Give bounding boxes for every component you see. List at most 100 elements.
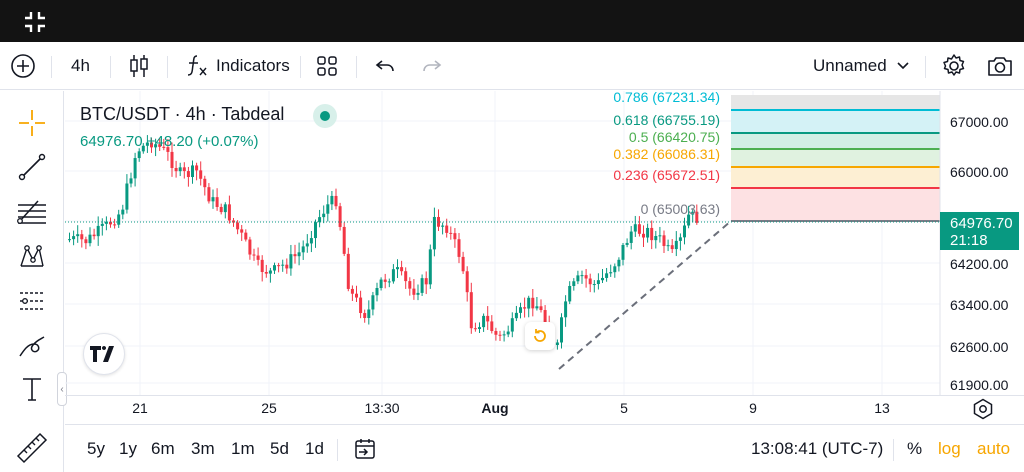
range-button-1y[interactable]: 1y	[119, 439, 137, 458]
candle-body	[490, 321, 494, 332]
trend-line-drawing[interactable]	[558, 220, 732, 370]
undo-icon	[375, 60, 394, 72]
layout-menu-button[interactable]: Unnamed	[813, 42, 909, 90]
candle-body	[277, 265, 281, 267]
candle-body	[96, 225, 100, 237]
top-toolbar: 4h Indicators Unnamed	[0, 42, 1024, 90]
fib-retracement-icon	[17, 200, 46, 224]
fib-level-label: 0 (65003.63)	[641, 201, 720, 217]
candle-body	[186, 171, 190, 178]
candle-body	[256, 255, 260, 260]
candle-body	[117, 214, 121, 225]
crosshair-tool[interactable]	[14, 105, 50, 141]
candle-body	[391, 269, 395, 282]
time-axis[interactable]: 21 25 13:30 Aug 5 9 13	[65, 395, 1024, 423]
candle-body	[80, 234, 84, 240]
prediction-tool[interactable]	[14, 283, 50, 319]
settings-button[interactable]	[941, 42, 967, 90]
reset-chart-button[interactable]	[525, 322, 555, 350]
candle-body	[305, 243, 309, 247]
fib-tool[interactable]	[14, 194, 50, 230]
fib-level-labels: 0.786 (67231.34) 0.618 (66755.19)0.5 (664…	[613, 91, 720, 217]
candle-body	[223, 204, 227, 213]
chart-type-button[interactable]	[128, 42, 150, 90]
tradingview-logo[interactable]	[83, 333, 125, 375]
log-scale-toggle[interactable]: log	[938, 439, 961, 458]
candle-body	[191, 165, 194, 178]
candle-body	[76, 234, 80, 237]
candle-body	[145, 142, 149, 146]
market-status-icon[interactable]	[313, 104, 337, 128]
candle-body	[428, 249, 432, 285]
forecast-icon	[20, 292, 44, 310]
templates-button[interactable]	[316, 42, 338, 90]
fib-retracement-drawing[interactable]	[731, 95, 940, 222]
candle-body	[166, 147, 170, 152]
candle-body	[510, 318, 514, 332]
candle-body	[531, 297, 535, 309]
text-icon	[23, 378, 41, 401]
candle-body	[637, 224, 641, 234]
candle-body	[203, 178, 207, 188]
range-button-5d[interactable]: 5d	[270, 439, 289, 458]
pattern-tool[interactable]	[14, 239, 50, 275]
candle-body	[244, 232, 248, 240]
candle-body	[182, 167, 186, 172]
candle-body	[469, 292, 473, 329]
candle-body	[555, 342, 559, 346]
ruler-icon[interactable]	[14, 430, 50, 466]
collapse-toolbar-button[interactable]: ‹	[57, 372, 67, 406]
percent-scale-toggle[interactable]: %	[907, 439, 923, 458]
candle-body	[482, 315, 486, 328]
fib-zone-band	[731, 133, 940, 149]
go-to-date-icon[interactable]	[353, 437, 377, 461]
toolbar-divider	[300, 56, 301, 78]
price-label: 61900.00	[950, 377, 1009, 393]
undo-button[interactable]	[374, 42, 396, 90]
range-button-3m[interactable]: 3m	[191, 439, 215, 458]
crosshair-icon	[19, 110, 45, 136]
candle-body	[84, 239, 88, 244]
candle-body	[121, 209, 125, 215]
candle-body	[445, 225, 449, 233]
candle-body	[617, 259, 621, 267]
candle-body	[596, 280, 600, 285]
candle-body	[92, 234, 96, 237]
price-label: 63400.00	[950, 297, 1009, 313]
auto-scale-toggle[interactable]: auto	[977, 439, 1011, 458]
fib-level-label: 0.5 (66420.75)	[629, 129, 720, 145]
text-tool[interactable]	[14, 371, 50, 407]
candle-body	[281, 264, 285, 266]
chart-canvas[interactable]: 0.786 (67231.34) 0.618 (66755.19)0.5 (664…	[65, 91, 1024, 422]
interval-button[interactable]: 4h	[71, 56, 90, 75]
redo-button[interactable]	[421, 42, 443, 90]
candle-body	[601, 277, 604, 281]
range-button-1d[interactable]: 1d	[305, 439, 324, 458]
clock-timezone[interactable]: 13:08:41 (UTC-7)	[751, 439, 884, 458]
candle-body	[289, 254, 293, 269]
candle-body	[502, 334, 506, 336]
axis-settings-icon[interactable]	[972, 398, 994, 420]
range-button-6m[interactable]: 6m	[151, 439, 175, 458]
layout-grid-icon	[317, 56, 337, 76]
screenshot-button[interactable]	[986, 42, 1014, 90]
trendline-tool[interactable]	[14, 149, 50, 185]
bar-countdown: 21:18	[950, 232, 988, 249]
candle-body	[424, 278, 428, 285]
chevron-down-icon	[897, 62, 909, 70]
indicators-button[interactable]: Indicators	[186, 42, 290, 90]
candle-body	[314, 222, 317, 239]
candle-body	[137, 151, 141, 159]
brush-tool[interactable]	[14, 329, 50, 365]
range-button-1m[interactable]: 1m	[231, 439, 255, 458]
add-symbol-button[interactable]	[10, 42, 36, 90]
range-button-5y[interactable]: 5y	[87, 439, 105, 458]
time-label: 13:30	[364, 400, 400, 416]
price-label: 62600.00	[950, 339, 1009, 355]
candle-body	[248, 239, 252, 255]
symbol-title[interactable]: BTC/USDT · 4h · Tabdeal	[80, 104, 285, 124]
exit-fullscreen-icon[interactable]	[24, 11, 46, 33]
candle-body	[379, 279, 383, 289]
price-axis[interactable]: 67000.00 66000.00 64200.00 63400.00 62600.00…	[950, 114, 1009, 393]
candle-body	[158, 144, 162, 147]
